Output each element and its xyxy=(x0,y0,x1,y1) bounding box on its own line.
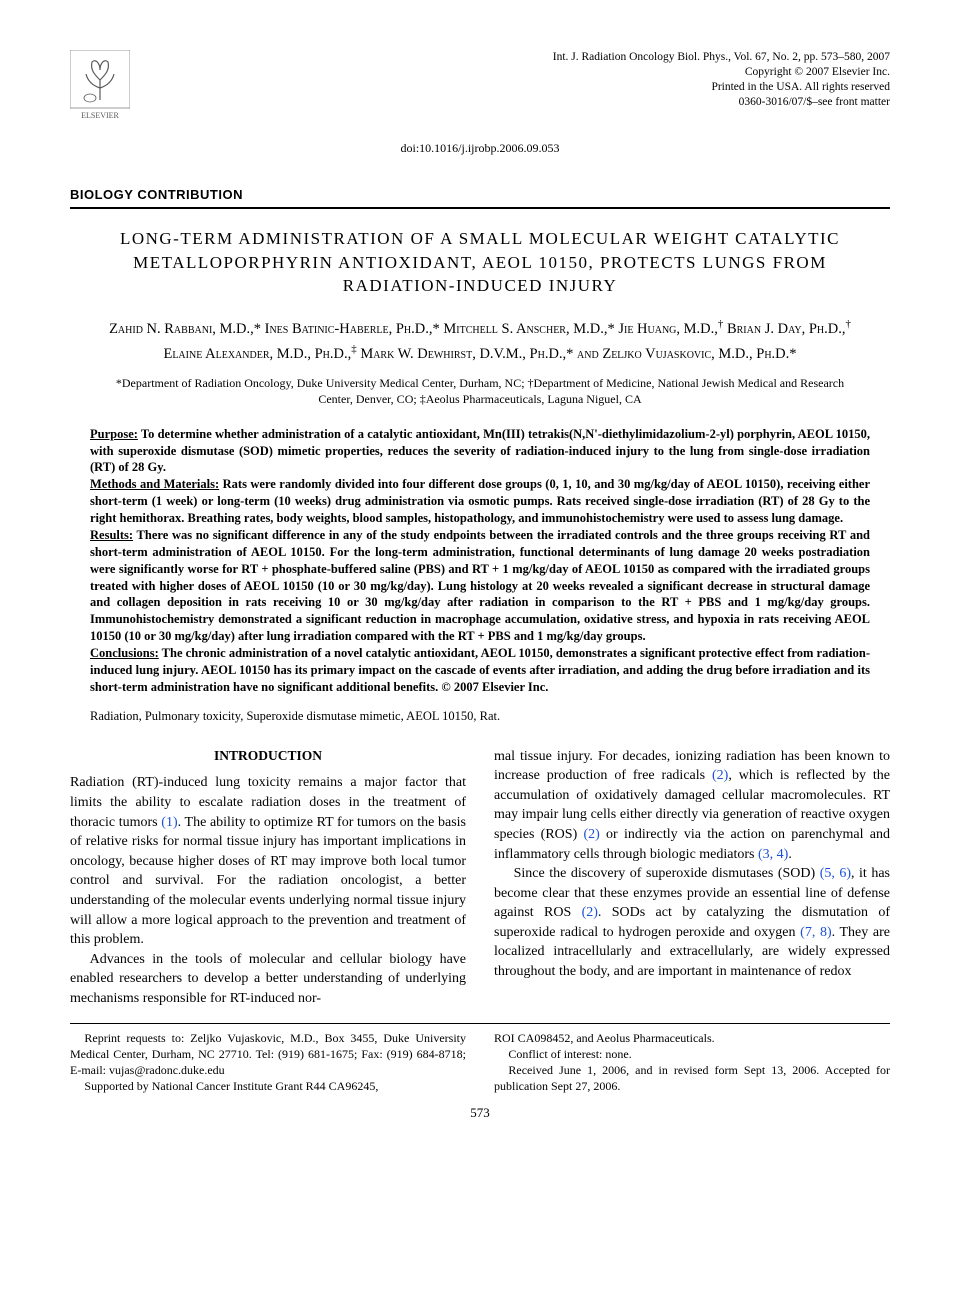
body-paragraph: mal tissue injury. For decades, ionizing… xyxy=(494,747,890,865)
ref-link-2[interactable]: (2) xyxy=(712,768,728,783)
right-column: mal tissue injury. For decades, ionizing… xyxy=(494,747,890,1009)
received-dates: Received June 1, 2006, and in revised fo… xyxy=(494,1062,890,1094)
abstract-results-label: Results: xyxy=(90,528,133,542)
page-number: 573 xyxy=(70,1104,890,1122)
ref-link-1[interactable]: (1) xyxy=(161,815,177,830)
issn-line: 0360-3016/07/$–see front matter xyxy=(553,95,890,110)
abstract-results: There was no significant difference in a… xyxy=(90,528,870,643)
header-row: ELSEVIER Int. J. Radiation Oncology Biol… xyxy=(70,50,890,120)
affiliations: *Department of Radiation Oncology, Duke … xyxy=(110,375,850,407)
footer-right: ROI CA098452, and Aeolus Pharmaceuticals… xyxy=(494,1030,890,1095)
copyright-line: Copyright © 2007 Elsevier Inc. xyxy=(553,65,890,80)
abstract: Purpose: To determine whether administra… xyxy=(90,426,870,696)
section-label: BIOLOGY CONTRIBUTION xyxy=(70,186,890,209)
reprint-requests: Reprint requests to: Zeljko Vujaskovic, … xyxy=(70,1030,466,1079)
journal-info: Int. J. Radiation Oncology Biol. Phys., … xyxy=(553,50,890,110)
footer-columns: Reprint requests to: Zeljko Vujaskovic, … xyxy=(70,1030,890,1095)
abstract-methods-label: Methods and Materials: xyxy=(90,477,219,491)
article-title: LONG-TERM ADMINISTRATION OF A SMALL MOLE… xyxy=(110,227,850,298)
rights-line: Printed in the USA. All rights reserved xyxy=(553,80,890,95)
funding-line-cont: ROI CA098452, and Aeolus Pharmaceuticals… xyxy=(494,1030,890,1046)
intro-heading: INTRODUCTION xyxy=(70,747,466,766)
authors: Zahid N. Rabbani, M.D.,* Ines Batinic-Ha… xyxy=(100,316,860,365)
body-paragraph: Radiation (RT)-induced lung toxicity rem… xyxy=(70,773,466,949)
body-paragraph: Advances in the tools of molecular and c… xyxy=(70,950,466,1009)
abstract-conclusions-label: Conclusions: xyxy=(90,646,159,660)
abstract-purpose-label: Purpose: xyxy=(90,427,138,441)
publisher-logo-label: ELSEVIER xyxy=(81,111,119,120)
abstract-purpose: To determine whether administration of a… xyxy=(90,427,870,475)
journal-citation: Int. J. Radiation Oncology Biol. Phys., … xyxy=(553,50,890,65)
footer-left: Reprint requests to: Zeljko Vujaskovic, … xyxy=(70,1030,466,1095)
ref-link-7-8[interactable]: (7, 8) xyxy=(800,925,831,940)
body-paragraph: Since the discovery of superoxide dismut… xyxy=(494,864,890,982)
abstract-conclusions: The chronic administration of a novel ca… xyxy=(90,646,870,694)
conflict-of-interest: Conflict of interest: none. xyxy=(494,1046,890,1062)
body-columns: INTRODUCTION Radiation (RT)-induced lung… xyxy=(70,747,890,1009)
ref-link-2[interactable]: (2) xyxy=(583,827,599,842)
ref-link-5-6[interactable]: (5, 6) xyxy=(820,866,851,881)
doi: doi:10.1016/j.ijrobp.2006.09.053 xyxy=(70,140,890,156)
ref-link-3-4[interactable]: (3, 4) xyxy=(758,847,788,862)
footer-divider xyxy=(70,1023,890,1024)
keywords: Radiation, Pulmonary toxicity, Superoxid… xyxy=(90,708,870,725)
elsevier-tree-icon: ELSEVIER xyxy=(70,50,130,120)
ref-link-2[interactable]: (2) xyxy=(582,905,598,920)
funding-line: Supported by National Cancer Institute G… xyxy=(70,1078,466,1094)
publisher-logo: ELSEVIER xyxy=(70,50,130,120)
left-column: INTRODUCTION Radiation (RT)-induced lung… xyxy=(70,747,466,1009)
